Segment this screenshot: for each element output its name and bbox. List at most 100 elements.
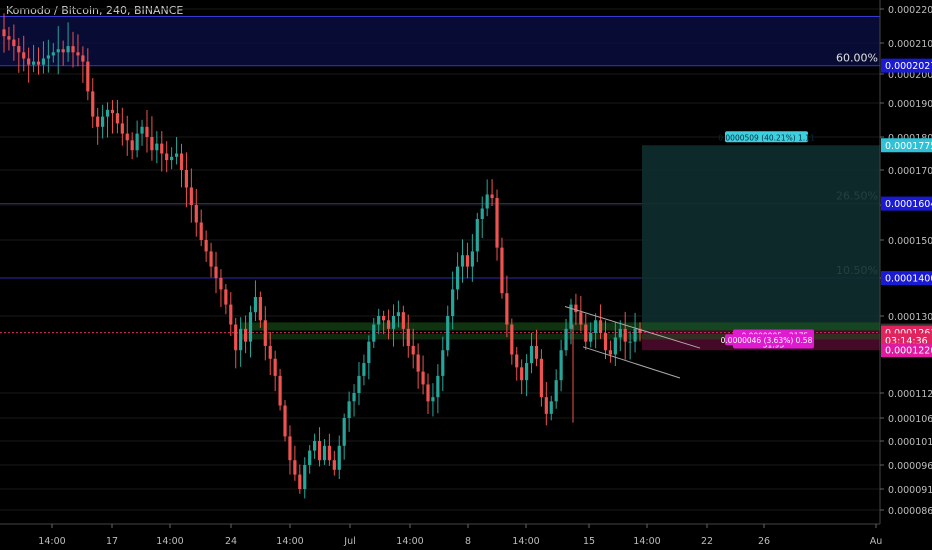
candle-body — [263, 320, 267, 346]
chart-title: Komodo / Bitcoin, 240, BINANCE — [6, 4, 184, 17]
x-tick-label: 14:00 — [156, 536, 183, 547]
candle-body — [199, 222, 203, 240]
price-label-bg — [881, 196, 932, 211]
candle-body — [41, 58, 46, 65]
candle-body — [554, 380, 558, 402]
candle-body — [66, 46, 70, 53]
candle-body — [564, 328, 568, 351]
candle-body — [470, 251, 474, 267]
target-label-bg — [725, 131, 808, 143]
candle-body — [401, 312, 405, 329]
candle-body — [623, 328, 627, 342]
support-band-lower — [240, 333, 880, 340]
candle-body — [46, 55, 50, 59]
price-label: 0.0002027 — [885, 61, 932, 72]
candle-body — [520, 367, 524, 381]
candle-body — [288, 436, 292, 461]
candle-body — [76, 52, 80, 56]
candle-body — [347, 401, 351, 418]
x-tick-label: 26 — [758, 536, 770, 547]
x-tick-label: Au — [870, 536, 883, 547]
candle-body — [160, 143, 164, 154]
candle-body — [298, 474, 302, 489]
candle-body — [184, 170, 189, 188]
candle-body — [618, 328, 622, 338]
candle-body — [638, 328, 642, 334]
candle-body — [12, 39, 16, 47]
candle-body — [598, 320, 603, 334]
candle-body — [101, 116, 105, 127]
candle-body — [613, 337, 617, 355]
candle-body — [406, 328, 410, 346]
candle-body — [86, 61, 90, 92]
candle-body — [490, 194, 494, 198]
candle-body — [411, 345, 415, 355]
candle-body — [81, 55, 85, 62]
candle-body — [574, 304, 578, 313]
price-label: 0.0001220 — [885, 346, 932, 357]
price-label: 0.0001400 — [885, 274, 932, 285]
x-tick-label: 14:00 — [633, 536, 660, 547]
candle-body — [219, 278, 223, 290]
candle-body — [229, 304, 233, 325]
stop-label-bg — [725, 334, 808, 346]
candle-body — [475, 219, 479, 252]
x-tick-label: 17 — [106, 536, 118, 547]
candle-body — [278, 375, 282, 406]
candle-body — [460, 255, 465, 267]
candle-body — [337, 445, 341, 470]
candle-body — [455, 266, 460, 290]
candle-body — [165, 153, 169, 161]
x-tick-label: 14:00 — [38, 536, 65, 547]
candle-body — [293, 460, 297, 475]
candle-body — [96, 116, 100, 127]
candle-body — [446, 316, 450, 351]
candle-body — [544, 397, 548, 414]
candle-body — [480, 208, 484, 219]
candle-body — [500, 247, 504, 294]
x-tick-label: Jul — [343, 536, 355, 547]
candle-body — [416, 354, 420, 372]
candle-body — [515, 354, 519, 368]
candle-body — [426, 384, 430, 402]
candle-body — [51, 52, 55, 56]
candle-body — [7, 36, 11, 40]
candle-body — [529, 345, 534, 364]
candle-body — [342, 418, 346, 446]
candle-body — [140, 126, 144, 134]
profit-zone — [642, 145, 880, 331]
candle-body — [372, 324, 376, 342]
candle-body — [135, 133, 139, 151]
candle-body — [386, 320, 391, 329]
candle-body — [589, 333, 593, 342]
x-tick-label: 14:00 — [276, 536, 303, 547]
candle-body — [239, 328, 243, 351]
price-label-bg — [881, 138, 932, 153]
fib-level-label: 60.00% — [836, 52, 878, 65]
candle-body — [174, 153, 179, 157]
candle-body — [2, 29, 6, 37]
candle-body — [155, 143, 159, 151]
candle-body — [603, 333, 608, 351]
candle-body — [91, 91, 95, 117]
candle-body — [362, 363, 366, 376]
candle-body — [110, 109, 115, 114]
candle-body — [283, 405, 287, 437]
candle-body — [145, 126, 149, 137]
target-label: 0.0000509 (40.21%) 1.11 — [718, 133, 815, 142]
candle-body — [268, 345, 272, 359]
candle-body — [209, 251, 213, 267]
x-tick-label: 14:00 — [396, 536, 423, 547]
candle-body — [559, 350, 563, 381]
candle-body — [313, 441, 317, 451]
candle-body — [273, 358, 277, 376]
candle-body — [150, 137, 154, 151]
